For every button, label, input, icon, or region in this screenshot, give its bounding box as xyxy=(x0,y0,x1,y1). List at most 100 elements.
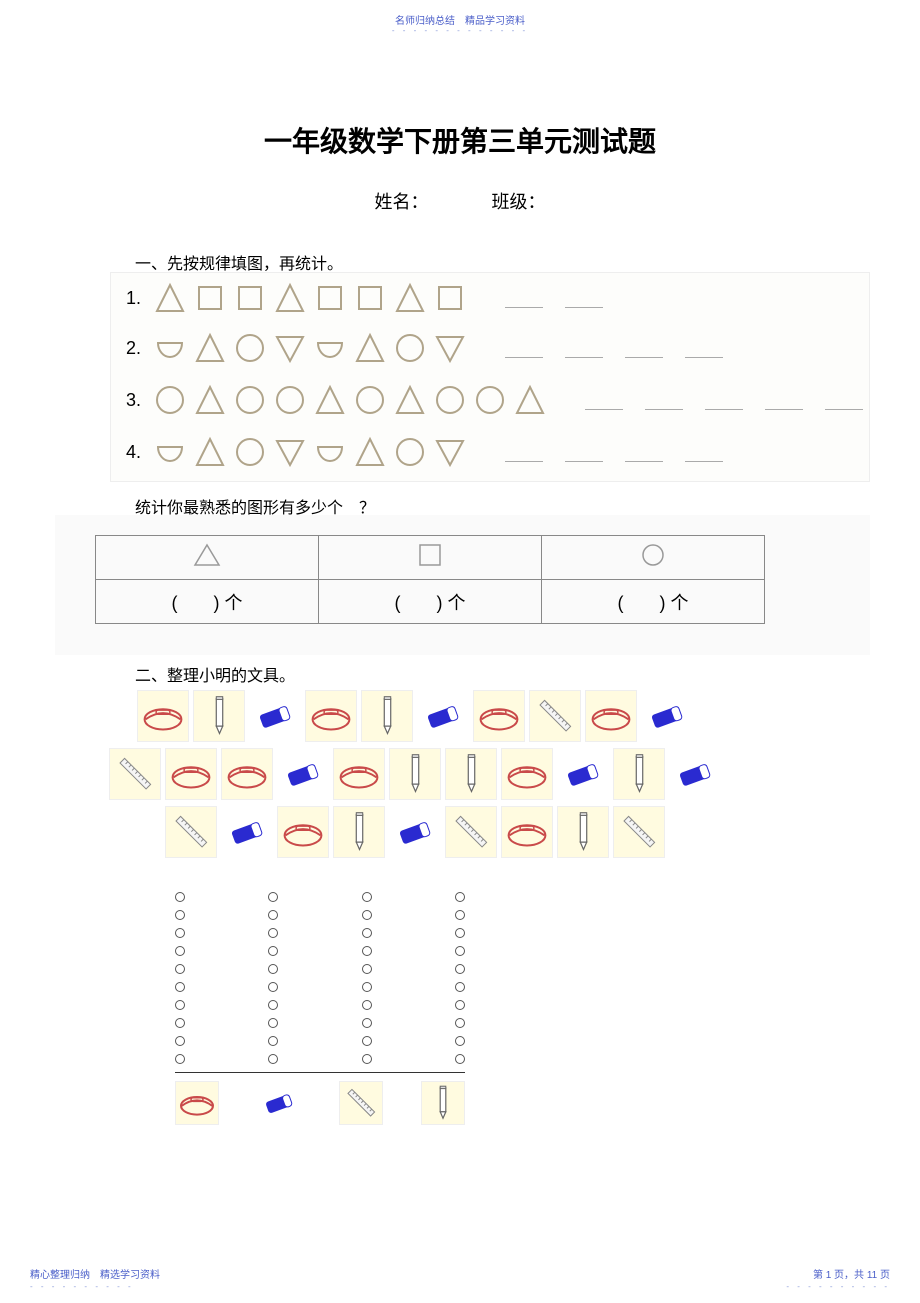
triangle-icon xyxy=(393,281,427,315)
tally-circle xyxy=(268,982,278,992)
tally-circle xyxy=(362,946,372,956)
item-pencilbox xyxy=(221,748,273,800)
tally-circle xyxy=(455,964,465,974)
ruler-icon xyxy=(616,809,662,855)
tally-icon-ruler xyxy=(339,1081,383,1125)
tally-circle xyxy=(268,1000,278,1010)
pattern-num: 1. xyxy=(126,288,141,309)
patterns-box: 1. 2. 3. 4. xyxy=(110,272,870,482)
item-eraser xyxy=(557,748,609,800)
ruler-icon xyxy=(448,809,494,855)
blank-line xyxy=(825,390,863,410)
item-ruler xyxy=(613,806,665,858)
pattern-shape xyxy=(393,331,427,365)
invtriangle-icon xyxy=(433,435,467,469)
blank-line xyxy=(505,442,543,462)
pencilbox-icon xyxy=(588,700,634,732)
pencil-icon xyxy=(460,751,483,797)
pencil-icon xyxy=(433,1083,453,1123)
stats-table: ( ) 个 ( ) 个 ( ) 个 xyxy=(95,535,765,624)
item-eraser xyxy=(417,690,469,742)
pattern-row-3: 3. xyxy=(126,383,871,417)
pencil-icon xyxy=(404,751,427,797)
square-icon xyxy=(233,281,267,315)
pattern-shape xyxy=(153,281,187,315)
item-ruler xyxy=(445,806,497,858)
item-row-3 xyxy=(130,806,700,858)
eraser-icon xyxy=(672,758,718,790)
blank-line xyxy=(565,288,603,308)
semicircle-icon xyxy=(313,331,347,365)
eraser-icon xyxy=(644,700,690,732)
pattern-shape xyxy=(193,435,227,469)
tally-circle xyxy=(175,892,185,902)
item-ruler xyxy=(165,806,217,858)
footer-dots-right: - - - - - - - - - - xyxy=(786,1282,890,1291)
item-eraser xyxy=(641,690,693,742)
tally-circle xyxy=(455,1054,465,1064)
blank-line xyxy=(685,338,723,358)
tally-circle xyxy=(175,928,185,938)
pencilbox-icon xyxy=(280,816,326,848)
pattern-shape xyxy=(273,435,307,469)
tally-icon-eraser xyxy=(257,1081,301,1125)
tally-circle xyxy=(362,910,372,920)
tally-circle xyxy=(268,928,278,938)
triangle-icon xyxy=(353,435,387,469)
tally-circle xyxy=(362,928,372,938)
tally-circle xyxy=(362,1018,372,1028)
pencilbox-icon xyxy=(504,758,550,790)
triangle-icon xyxy=(513,383,547,417)
tally-circle xyxy=(268,964,278,974)
item-eraser xyxy=(277,748,329,800)
pattern-shape xyxy=(153,383,187,417)
ruler-icon xyxy=(112,751,158,797)
pattern-shape xyxy=(433,331,467,365)
pattern-shape xyxy=(233,331,267,365)
triangle-icon xyxy=(193,435,227,469)
pattern-shape xyxy=(313,435,347,469)
pattern-shape xyxy=(233,383,267,417)
tally-circle xyxy=(175,946,185,956)
tally-circle xyxy=(175,910,185,920)
blank-line xyxy=(565,442,603,462)
tally-row xyxy=(175,1000,465,1010)
pattern-row-4: 4. xyxy=(126,435,731,469)
pencilbox-icon xyxy=(224,758,270,790)
tally-circle xyxy=(455,928,465,938)
circle-icon xyxy=(233,383,267,417)
item-pencil xyxy=(361,690,413,742)
blank-line xyxy=(585,390,623,410)
eraser-icon xyxy=(560,758,606,790)
circle-icon xyxy=(393,331,427,365)
pattern-shape xyxy=(353,281,387,315)
eraser-icon xyxy=(392,816,438,848)
pattern-shape xyxy=(353,435,387,469)
pattern-shape xyxy=(233,281,267,315)
circle-icon xyxy=(233,435,267,469)
item-pencilbox xyxy=(165,748,217,800)
circle-icon xyxy=(233,331,267,365)
tally-row xyxy=(175,928,465,938)
square-icon xyxy=(353,281,387,315)
pencilbox-icon xyxy=(336,758,382,790)
tally-circle xyxy=(268,1018,278,1028)
pattern-row-2: 2. xyxy=(126,331,731,365)
square-icon xyxy=(415,542,445,568)
ruler-icon xyxy=(341,1083,381,1123)
tally-circle xyxy=(268,910,278,920)
invtriangle-icon xyxy=(273,331,307,365)
section1-title: 一、先按规律填图，再统计。 xyxy=(135,250,343,274)
stats-cell-2: ( ) 个 xyxy=(542,580,765,624)
circle-icon xyxy=(393,435,427,469)
blank-line xyxy=(565,338,603,358)
tally-row xyxy=(175,1018,465,1028)
tally-circle xyxy=(175,1018,185,1028)
square-icon xyxy=(193,281,227,315)
pencilbox-icon xyxy=(476,700,522,732)
tally-circle xyxy=(362,1036,372,1046)
eraser-icon xyxy=(420,700,466,732)
tally-circle xyxy=(362,964,372,974)
pattern-shape xyxy=(273,331,307,365)
section2-title: 二、整理小明的文具。 xyxy=(135,662,295,686)
